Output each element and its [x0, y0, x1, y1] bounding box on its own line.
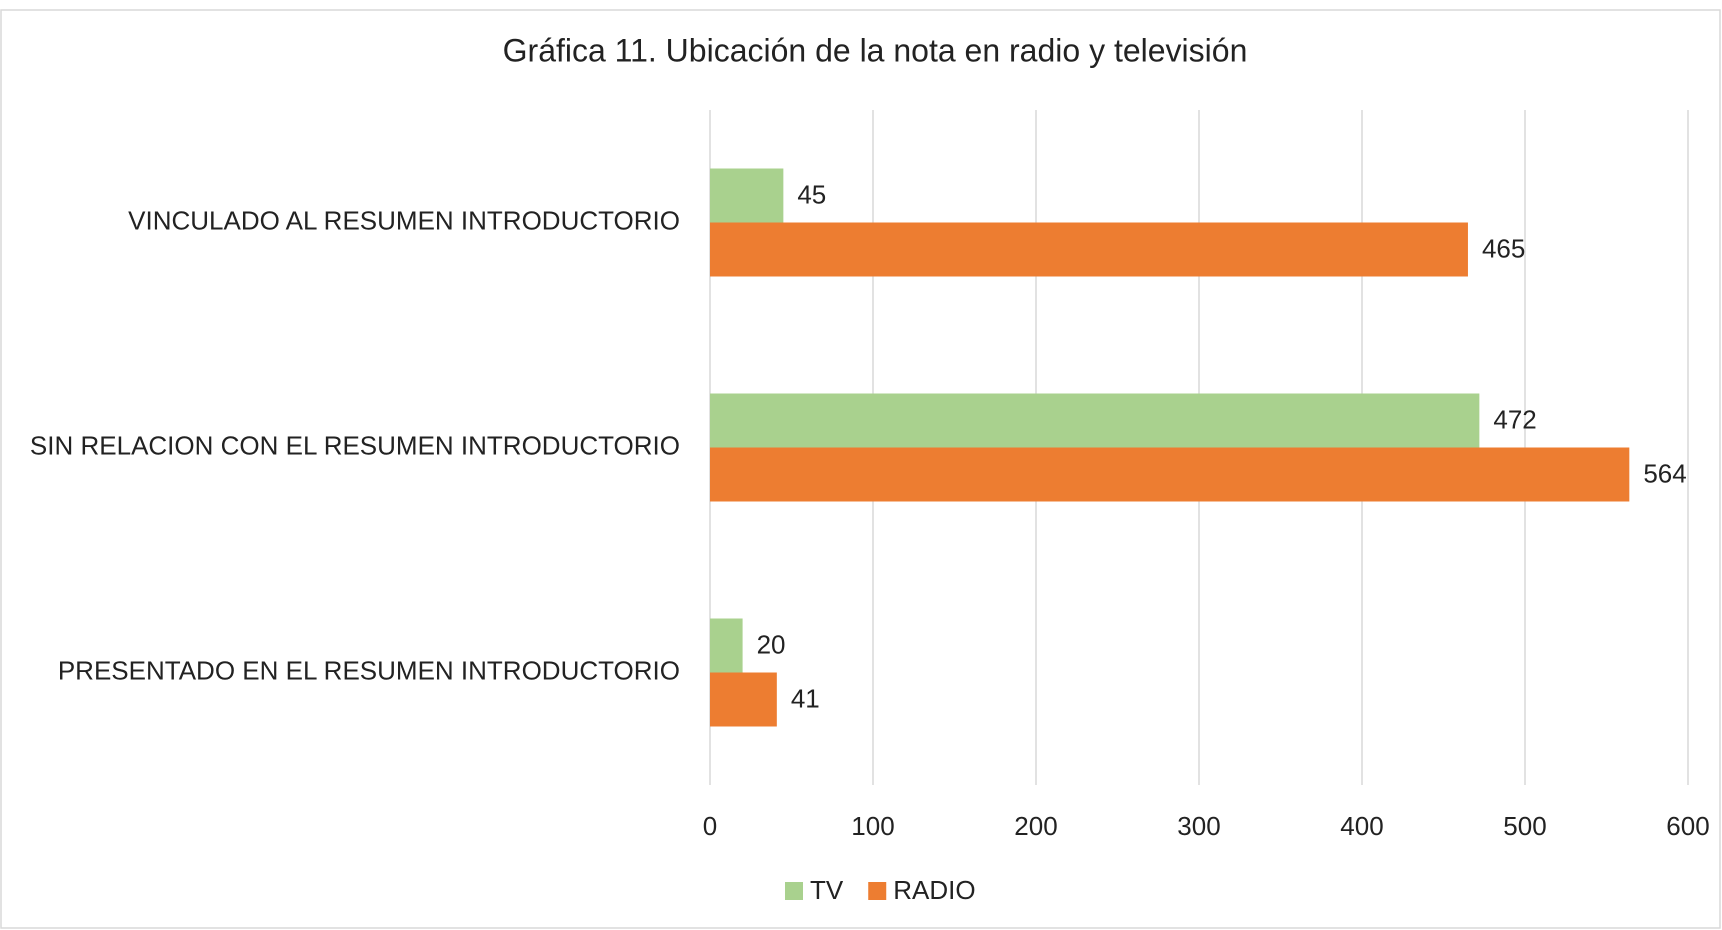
x-tick-label: 300	[1177, 811, 1220, 841]
data-label: 564	[1643, 458, 1686, 488]
x-tick-label: 200	[1014, 811, 1057, 841]
y-tick-label: SIN RELACION CON EL RESUMEN INTRODUCTORI…	[30, 430, 680, 460]
y-tick-label: PRESENTADO EN EL RESUMEN INTRODUCTORIO	[58, 655, 680, 685]
legend-label: TV	[810, 875, 844, 905]
x-tick-label: 100	[851, 811, 894, 841]
data-label: 465	[1482, 233, 1525, 263]
x-tick-label: 500	[1503, 811, 1546, 841]
x-tick-label: 400	[1340, 811, 1383, 841]
data-label: 472	[1493, 404, 1536, 434]
data-label: 45	[797, 179, 826, 209]
bar	[710, 168, 784, 223]
chart-title: Gráfica 11. Ubicación de la nota en radi…	[503, 32, 1248, 68]
x-tick-label: 0	[703, 811, 717, 841]
x-tick-label: 600	[1666, 811, 1709, 841]
bar	[710, 447, 1630, 502]
data-label: 41	[791, 683, 820, 713]
bar	[710, 618, 743, 673]
bar	[710, 222, 1468, 277]
legend-swatch	[868, 882, 887, 900]
data-label: 20	[757, 629, 786, 659]
bar	[710, 393, 1480, 448]
bar	[710, 672, 777, 727]
y-tick-label: VINCULADO AL RESUMEN INTRODUCTORIO	[128, 205, 680, 235]
legend-label: RADIO	[893, 875, 975, 905]
legend-swatch	[785, 882, 803, 900]
